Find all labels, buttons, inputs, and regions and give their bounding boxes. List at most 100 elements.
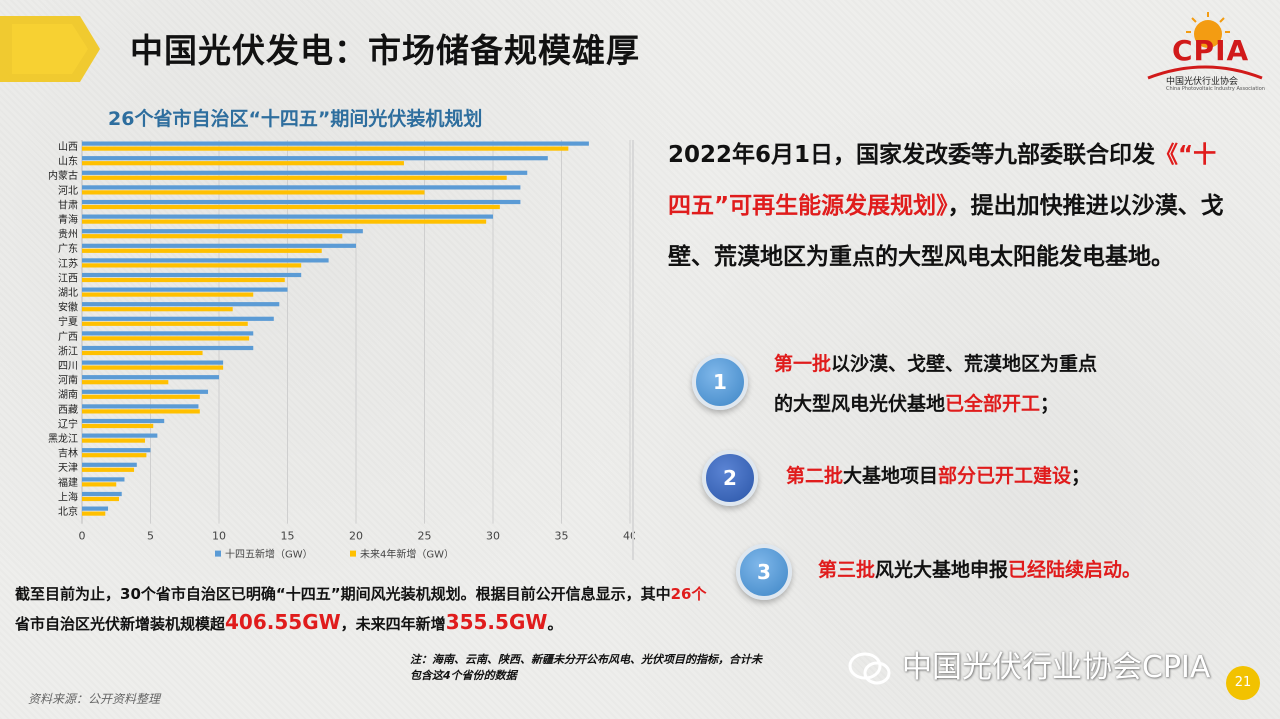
y-tick-label: 山西 — [58, 141, 78, 153]
bar-series2 — [82, 219, 487, 224]
legend-swatch-series1 — [215, 550, 221, 557]
summary-four-year-capacity: 355.5GW — [445, 610, 548, 634]
bar-series1 — [82, 156, 548, 161]
logo-abbr: CPIA — [1172, 34, 1250, 67]
bar-series1 — [82, 185, 521, 190]
bar-series2 — [82, 307, 233, 312]
bar-series1 — [82, 418, 165, 424]
bar-series1 — [82, 506, 109, 511]
bar-series1 — [82, 345, 254, 351]
x-tick-label: 5 — [147, 530, 154, 543]
y-tick-label: 西藏 — [58, 404, 78, 416]
bar-series1 — [82, 287, 288, 292]
y-tick-label: 浙江 — [58, 345, 78, 357]
bar-series1 — [82, 389, 209, 394]
step-number-badge: 3 — [736, 544, 792, 600]
y-tick-label: 上海 — [58, 490, 78, 503]
bar-series1 — [82, 258, 329, 263]
bar-series1 — [82, 491, 122, 497]
divider — [632, 140, 634, 560]
summary-text1: 截至目前为止，30个省市自治区已明确“十四五”期间风光装机规划。根据目前公开信息… — [15, 585, 671, 603]
chart-title: 26个省市自治区“十四五”期间光伏装机规划 — [108, 108, 483, 130]
y-tick-label: 河北 — [58, 185, 78, 197]
step-1-batch: 第一批 — [774, 353, 832, 375]
source-note: 资料来源：公开资料整理 — [28, 692, 161, 706]
y-tick-label: 江西 — [58, 272, 78, 284]
legend-swatch-series2 — [350, 550, 356, 557]
summary-total-capacity: 406.55GW — [225, 610, 341, 634]
sun-logo-icon — [1147, 12, 1263, 80]
bar-series1 — [82, 360, 224, 365]
bar-series2 — [82, 380, 169, 385]
y-tick-label: 黑龙江 — [48, 432, 78, 445]
bar-series1 — [82, 331, 254, 336]
step-1-text2: 的大型风电光伏基地 — [774, 393, 946, 415]
x-tick-label: 30 — [486, 530, 500, 543]
bar-series2 — [82, 263, 302, 268]
y-tick-label: 河南 — [58, 374, 78, 387]
wechat-watermark: 中国光伏行业协会CPIA — [848, 642, 1210, 687]
bar-series2 — [82, 292, 254, 297]
bar-series1 — [82, 243, 356, 248]
bar-series2 — [82, 438, 146, 443]
step-3-line: 第三批风光大基地申报已经陆续启动。 — [818, 552, 1141, 588]
bar-series2 — [82, 467, 135, 472]
bar-series1 — [82, 141, 589, 146]
bar-series1 — [82, 462, 137, 467]
y-tick-label: 青海 — [58, 213, 78, 226]
bar-series1 — [82, 316, 274, 321]
bar-series1 — [82, 477, 125, 482]
step-1-line2: 的大型风电光伏基地已全部开工； — [774, 386, 1059, 422]
y-tick-label: 山东 — [58, 155, 78, 168]
summary-text2: 省市自治区光伏新增装机规模超 — [15, 615, 226, 633]
step-1-tail: ； — [1040, 393, 1060, 415]
bar-series1 — [82, 214, 493, 219]
bar-series2 — [82, 511, 106, 516]
x-tick-label: 35 — [555, 530, 569, 543]
step-1-line1: 第一批以沙漠、戈壁、荒漠地区为重点 — [774, 346, 1097, 382]
bar-series1 — [82, 375, 219, 380]
bar-series2 — [82, 496, 119, 502]
bar-series2 — [82, 161, 404, 166]
y-tick-label: 内蒙古 — [48, 169, 78, 182]
bar-series2 — [82, 234, 343, 239]
y-tick-label: 广东 — [58, 242, 78, 255]
bar-series1 — [82, 199, 521, 205]
bar-series2 — [82, 409, 200, 414]
x-tick-label: 0 — [79, 530, 86, 543]
plan-title-highlight: 《“十四五”可再生能源发展规划》 — [668, 142, 1217, 219]
bar-series2 — [82, 336, 250, 341]
wechat-icon — [848, 652, 891, 684]
summary-province-count: 26个 — [670, 585, 707, 603]
page-title: 中国光伏发电：市场储备规模雄厚 — [130, 31, 640, 70]
step-3-batch: 第三批 — [818, 559, 876, 581]
y-tick-label: 湖南 — [58, 388, 78, 401]
main-text-line1: 2022年6月1日，国家发改委等九部委联合印发 — [668, 142, 1156, 168]
y-tick-label: 福建 — [58, 476, 78, 489]
bar-series2 — [82, 146, 569, 151]
bar-series2 — [82, 204, 500, 210]
step-1-status: 已全部开工 — [945, 393, 1041, 415]
title-arrow-icon — [0, 16, 100, 82]
step-2-text: 大基地项目 — [843, 465, 939, 487]
bar-series2 — [82, 321, 248, 326]
summary-paragraph: 截至目前为止，30个省市自治区已明确“十四五”期间风光装机规划。根据目前公开信息… — [15, 580, 715, 638]
y-tick-label: 广西 — [58, 331, 78, 343]
y-tick-label: 吉林 — [58, 447, 78, 460]
x-tick-label: 25 — [418, 530, 432, 543]
step-3-text: 风光大基地申报 — [875, 559, 1009, 581]
step-2-batch: 第二批 — [786, 465, 844, 487]
page-number: 21 — [1226, 666, 1260, 700]
y-tick-label: 贵州 — [58, 228, 78, 241]
summary-text4: 。 — [547, 615, 563, 633]
step-2-tail: ； — [1071, 465, 1091, 487]
bar-chart: 0510152025303540山西山东内蒙古河北甘肃青海贵州广东江苏江西湖北安… — [48, 140, 635, 561]
bar-series2 — [82, 248, 322, 253]
bar-series1 — [82, 272, 302, 278]
bar-series1 — [82, 302, 280, 307]
logo-name-en: China Photovoltaic Industry Association — [1166, 86, 1265, 92]
y-tick-label: 辽宁 — [58, 417, 78, 430]
bar-series2 — [82, 277, 285, 283]
bar-series2 — [82, 175, 507, 180]
